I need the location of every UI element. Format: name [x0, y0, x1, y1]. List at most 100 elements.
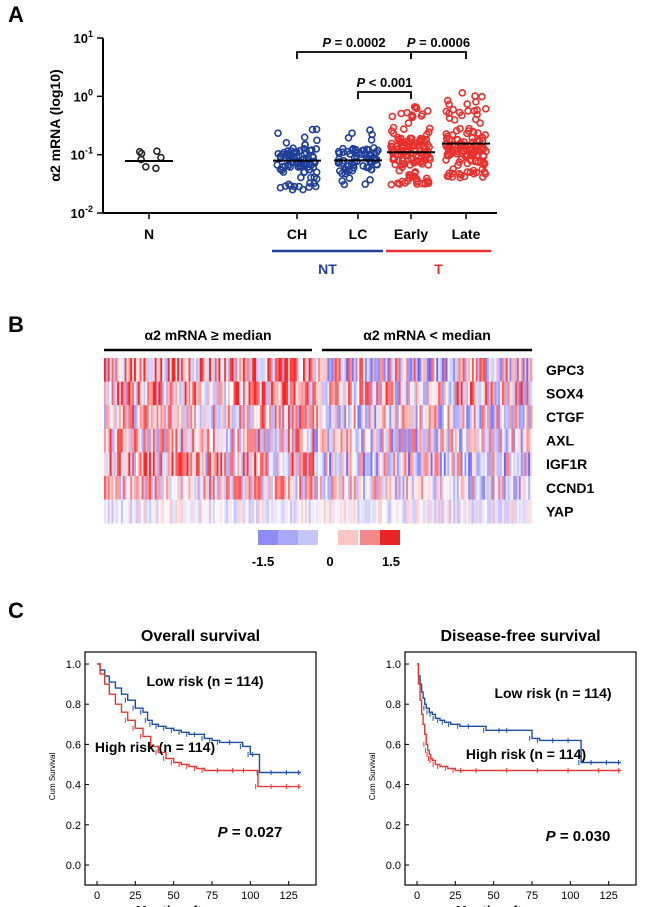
heatmap-cell [366, 381, 369, 406]
group-label: NT [318, 261, 337, 277]
heatmap-cell [211, 405, 214, 430]
p-value-label: P < 0.001 [356, 75, 412, 90]
heatmap-cell [209, 381, 212, 406]
heatmap-cell [441, 405, 445, 430]
heatmap-cell [308, 381, 311, 406]
y-tick-label: 0.6 [66, 739, 81, 751]
heatmap-cell [169, 452, 172, 477]
heatmap-cell [224, 452, 227, 477]
heatmap-cell [197, 358, 201, 382]
heatmap-cell [494, 358, 497, 382]
heatmap-cell [430, 381, 433, 406]
heatmap-cell [333, 476, 336, 500]
heatmap-cell [233, 405, 236, 430]
heatmap-cell [440, 452, 443, 477]
heatmap-cell [235, 405, 238, 430]
heatmap-cell [169, 476, 172, 500]
heatmap-cell [394, 428, 398, 453]
data-point [301, 140, 309, 149]
x-tick-label: 25 [129, 890, 141, 902]
heatmap-cell [336, 428, 339, 453]
heatmap-cell [408, 476, 411, 500]
heatmap-cell [158, 381, 161, 406]
heatmap-cell [483, 405, 486, 430]
heatmap-cell [425, 428, 428, 453]
heatmap-cell [304, 405, 308, 430]
heatmap-cell [498, 452, 501, 477]
heatmap-cell [244, 452, 247, 477]
heatmap-cell [443, 358, 446, 382]
heatmap-cell [171, 476, 174, 500]
heatmap-cell [421, 381, 424, 406]
heatmap-cell [175, 358, 178, 382]
data-point [455, 170, 464, 178]
heatmap-cell [387, 381, 390, 406]
colorbar-swatch [258, 530, 278, 545]
heatmap-cell [113, 499, 116, 524]
heatmap-cell [316, 358, 319, 382]
heatmap-cell [120, 358, 124, 382]
heatmap-cell [528, 499, 531, 524]
heatmap-cell [302, 405, 306, 430]
heatmap-cell [372, 499, 375, 524]
heatmap-cell [167, 358, 170, 382]
heatmap-cell [149, 358, 152, 382]
heatmap-cell [518, 452, 522, 477]
heatmap-cell [301, 358, 304, 382]
heatmap-cell [211, 499, 214, 524]
data-point [423, 177, 431, 185]
heatmap-cell [139, 499, 142, 524]
heatmap-cell [503, 405, 507, 430]
heatmap-cell [340, 405, 343, 430]
heatmap-cell [117, 476, 120, 500]
data-point [285, 151, 294, 159]
heatmap-cell [147, 499, 150, 524]
heatmap-cell [483, 452, 486, 477]
heatmap-cell [248, 428, 251, 453]
heatmap-cell [128, 499, 131, 524]
heatmap-cell [289, 405, 293, 430]
heatmap-cell [280, 452, 283, 477]
heatmap-cell [334, 452, 338, 477]
data-point [444, 151, 453, 160]
heatmap-cell [494, 476, 497, 500]
heatmap-cell [355, 358, 358, 382]
heatmap-cell [516, 358, 520, 382]
heatmap-cell [500, 499, 503, 524]
heatmap-cell [231, 499, 234, 524]
heatmap-cell [425, 358, 428, 382]
heatmap-cell [167, 499, 170, 524]
heatmap-cell [451, 381, 454, 406]
heatmap-cell [349, 428, 353, 453]
heatmap-cell [252, 476, 255, 500]
heatmap-cell [239, 476, 242, 500]
heatmap-cell [235, 428, 238, 453]
heatmap-cell [254, 428, 257, 453]
heatmap-cell [505, 405, 508, 430]
heatmap-cell [222, 452, 225, 477]
heatmap-cell [304, 358, 308, 382]
heatmap-cell [156, 452, 159, 477]
heatmap-cell [479, 452, 482, 477]
heatmap-cell [331, 358, 334, 382]
heatmap-cell [115, 428, 118, 453]
heatmap-cell [505, 476, 508, 500]
heatmap-cell [145, 381, 148, 406]
data-point [464, 127, 473, 135]
heatmap-cell [122, 476, 125, 500]
heatmap-cell [458, 476, 461, 500]
heatmap-cell [419, 452, 422, 477]
heatmap-cell [445, 358, 448, 382]
heatmap-cell [479, 428, 482, 453]
heatmap-cell [458, 358, 461, 382]
heatmap-cell [267, 428, 270, 453]
heatmap-cell [319, 499, 323, 524]
heatmap-cell [162, 476, 165, 500]
heatmap-cell [186, 358, 189, 382]
heatmap-cell [513, 428, 516, 453]
heatmap-cell [295, 499, 298, 524]
heatmap-cell [342, 452, 345, 477]
heatmap-cell [336, 405, 339, 430]
heatmap-cell [109, 452, 112, 477]
heatmap-cell [321, 476, 324, 500]
